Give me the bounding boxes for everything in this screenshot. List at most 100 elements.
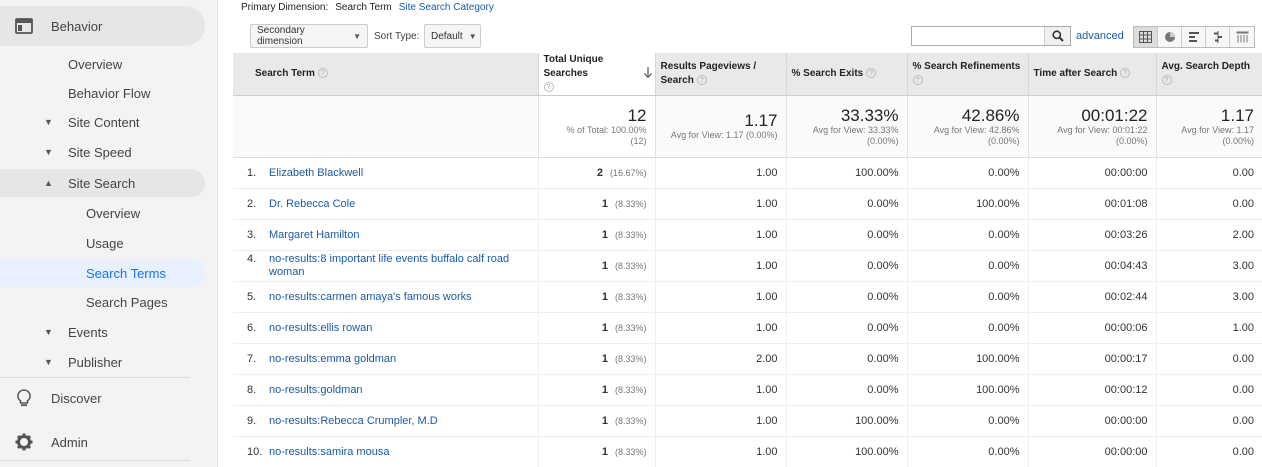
sidebar-item-label: Site Content — [68, 114, 140, 130]
caret-up-icon: ▲ — [44, 178, 53, 188]
sidebar-item-site-content[interactable]: ▼ Site Content — [0, 110, 205, 134]
sidebar-item-site-search-overview[interactable]: Overview — [0, 201, 205, 225]
sidebar-section-behavior[interactable] — [0, 6, 205, 46]
search-term-link[interactable]: Elizabeth Blackwell — [269, 166, 364, 179]
sidebar-item-site-search[interactable]: ▲ Site Search — [0, 169, 205, 197]
unique-searches-value: 2 — [596, 167, 603, 179]
sidebar-divider — [0, 377, 190, 378]
results-pageviews-cell: 1.00 — [654, 405, 786, 437]
unique-searches-percent: (8.33%) — [614, 354, 647, 364]
header-avg-search-depth[interactable]: Avg. Search Depth? — [1155, 53, 1262, 96]
sidebar-item-admin[interactable]: Admin — [0, 430, 205, 454]
search-refinements-cell: 100.00% — [906, 188, 1028, 220]
total-value: 42.86% — [961, 105, 1020, 125]
unique-searches-cell: 1 (8.33%) — [537, 188, 655, 220]
search-exits-cell: 0.00% — [785, 250, 907, 282]
totals-cell: 33.33% Avg for View: 33.33% (0.00%) — [785, 95, 907, 158]
results-pageviews-cell: 1.00 — [654, 281, 786, 313]
table-row: 3. Margaret Hamilton 1 (8.33%) 1.00 0.00% 0.00… — [233, 219, 1262, 251]
search-term-link[interactable]: no-results:8 important life events buffa… — [269, 253, 510, 278]
search-term-link[interactable]: no-results:Rebecca Crumpler, M.D — [269, 414, 438, 427]
search-term-cell: 10. no-results:samira mousa — [233, 436, 538, 467]
pivot-view-button[interactable] — [1230, 27, 1254, 47]
secondary-dimension-dropdown[interactable]: Secondary dimension ▼ — [250, 24, 368, 48]
time-after-search-cell: 00:00:12 — [1027, 374, 1156, 406]
unique-searches-cell: 1 (8.33%) — [537, 281, 655, 313]
search-refinements-cell: 100.00% — [906, 374, 1028, 406]
help-icon[interactable]: ? — [317, 68, 328, 79]
total-subtext: (0.00%) — [987, 135, 1020, 146]
unique-searches-cell: 1 (8.33%) — [537, 405, 655, 437]
sidebar-item-publisher[interactable]: ▼ Publisher — [0, 350, 205, 374]
search-term-link[interactable]: Margaret Hamilton — [269, 228, 360, 241]
sidebar-item-events[interactable]: ▼ Events — [0, 320, 205, 344]
pivot-view-icon — [1236, 31, 1248, 43]
total-value: 33.33% — [840, 105, 899, 125]
sidebar-item-site-speed[interactable]: ▼ Site Speed — [0, 140, 205, 164]
search-button[interactable] — [1044, 27, 1070, 45]
header-total-unique-searches[interactable]: Total Unique Searches? — [537, 53, 655, 96]
search-refinements-cell: 0.00% — [906, 405, 1028, 437]
avg-search-depth-cell: 0.00 — [1155, 188, 1262, 220]
header-label: Total Unique Searches — [543, 54, 604, 79]
caret-down-icon: ▼ — [44, 357, 53, 367]
primary-dimension-site-search-category-link[interactable]: Site Search Category — [398, 2, 494, 13]
sidebar-item-label: Search Terms — [86, 265, 166, 281]
header-search-exits[interactable]: % Search Exits? — [785, 53, 907, 96]
sort-type-dropdown[interactable]: Default ▼ — [424, 24, 481, 48]
help-icon[interactable]: ? — [1120, 68, 1131, 79]
header-results-pageviews-per-search[interactable]: Results Pageviews / Search? — [654, 53, 786, 96]
totals-row: 12% of Total: 100.00% (12) 1.17 Avg for Vi… — [233, 95, 1262, 158]
lightbulb-icon — [14, 388, 34, 408]
results-pageviews-cell: 1.00 — [654, 436, 786, 467]
pie-view-button[interactable] — [1158, 27, 1182, 47]
sidebar-item-overview[interactable]: Overview — [0, 52, 205, 76]
help-icon[interactable]: ? — [543, 82, 554, 93]
advanced-filter-link[interactable]: advanced — [1076, 30, 1124, 42]
search-exits-cell: 100.00% — [785, 405, 907, 437]
secondary-dimension-label: Secondary dimension — [257, 25, 305, 47]
search-term-link[interactable]: no-results:goldman — [269, 383, 363, 396]
search-term-cell: 6. no-results:ellis rowan — [233, 312, 538, 344]
table-filter-input[interactable] — [911, 26, 1071, 46]
table-row: 4. no-results:8 important life events buf… — [233, 250, 1262, 282]
total-subtext: (12) — [630, 135, 647, 146]
search-term-link[interactable]: Dr. Rebecca Cole — [269, 197, 356, 210]
performance-view-button[interactable] — [1182, 27, 1206, 47]
sidebar-item-behavior-flow[interactable]: Behavior Flow — [0, 81, 205, 105]
sidebar-item-label: Behavior Flow — [68, 85, 151, 101]
caret-down-icon: ▼ — [44, 147, 53, 157]
sidebar-item-search-terms[interactable]: Search Terms — [0, 259, 205, 287]
unique-searches-value: 1 — [601, 198, 608, 210]
totals-cell: 12% of Total: 100.00% (12) — [537, 95, 655, 158]
search-term-link[interactable]: no-results:carmen amaya's famous works — [269, 290, 472, 303]
total-subtext: % of Total: 100.00% — [566, 124, 647, 135]
primary-dimension-label: Primary Dimension: — [241, 2, 329, 13]
total-subtext: Avg for View: 1.17 — [1181, 124, 1254, 135]
total-subtext: (0.00%) — [1115, 135, 1148, 146]
help-icon[interactable]: ? — [1161, 75, 1172, 86]
help-icon[interactable]: ? — [696, 75, 707, 86]
search-term-link[interactable]: no-results:emma goldman — [269, 352, 397, 365]
sidebar-item-discover[interactable]: Discover — [0, 386, 205, 410]
header-search-refinements[interactable]: % Search Refinements? — [906, 53, 1028, 96]
avg-search-depth-cell: 0.00 — [1155, 374, 1262, 406]
search-term-link[interactable]: no-results:samira mousa — [269, 445, 390, 458]
header-time-after-search[interactable]: Time after Search? — [1027, 53, 1156, 96]
sidebar-item-label: Usage — [86, 235, 124, 251]
unique-searches-cell: 1 (8.33%) — [537, 250, 655, 282]
sidebar-item-label: Site Search — [68, 175, 136, 191]
comparison-view-button[interactable] — [1206, 27, 1230, 47]
sidebar-item-usage[interactable]: Usage — [0, 231, 205, 255]
help-icon[interactable]: ? — [866, 68, 877, 79]
unique-searches-value: 1 — [601, 260, 608, 272]
results-pageviews-cell: 1.00 — [654, 157, 786, 189]
table-view-button[interactable] — [1134, 27, 1158, 47]
unique-searches-percent: (8.33%) — [614, 385, 647, 395]
sidebar-item-search-pages[interactable]: Search Pages — [0, 290, 205, 314]
sidebar-item-label: Publisher — [68, 354, 123, 370]
sidebar-item-behavior[interactable]: Behavior — [0, 6, 205, 46]
search-term-link[interactable]: no-results:ellis rowan — [269, 321, 373, 334]
help-icon[interactable]: ? — [912, 75, 923, 86]
header-search-term[interactable]: Search Term? — [233, 53, 538, 96]
